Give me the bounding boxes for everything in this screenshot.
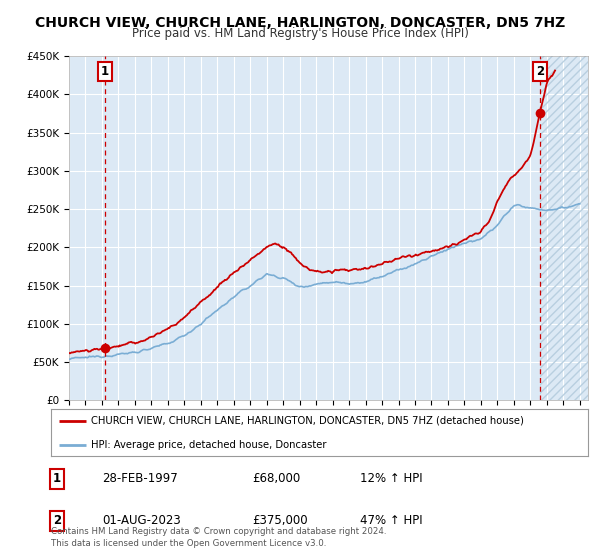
- Text: Price paid vs. HM Land Registry's House Price Index (HPI): Price paid vs. HM Land Registry's House …: [131, 27, 469, 40]
- Text: HPI: Average price, detached house, Doncaster: HPI: Average price, detached house, Donc…: [91, 440, 327, 450]
- Text: 12% ↑ HPI: 12% ↑ HPI: [360, 472, 422, 486]
- Text: 1: 1: [53, 472, 61, 486]
- Text: CHURCH VIEW, CHURCH LANE, HARLINGTON, DONCASTER, DN5 7HZ: CHURCH VIEW, CHURCH LANE, HARLINGTON, DO…: [35, 16, 565, 30]
- Text: Contains HM Land Registry data © Crown copyright and database right 2024.
This d: Contains HM Land Registry data © Crown c…: [51, 527, 386, 548]
- Text: 28-FEB-1997: 28-FEB-1997: [102, 472, 178, 486]
- Text: £375,000: £375,000: [252, 514, 308, 528]
- Text: £68,000: £68,000: [252, 472, 300, 486]
- Text: 2: 2: [53, 514, 61, 528]
- Text: 01-AUG-2023: 01-AUG-2023: [102, 514, 181, 528]
- Text: CHURCH VIEW, CHURCH LANE, HARLINGTON, DONCASTER, DN5 7HZ (detached house): CHURCH VIEW, CHURCH LANE, HARLINGTON, DO…: [91, 416, 524, 426]
- Text: 2: 2: [536, 64, 544, 78]
- Text: 47% ↑ HPI: 47% ↑ HPI: [360, 514, 422, 528]
- Text: 1: 1: [101, 64, 109, 78]
